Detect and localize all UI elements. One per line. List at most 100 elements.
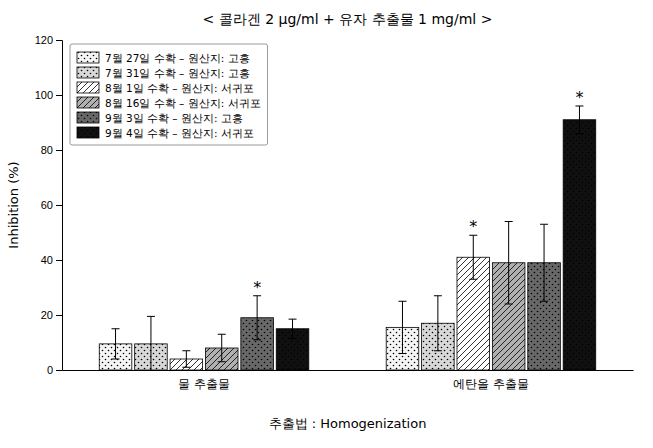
x-tick: 물 추출물 [178,377,229,391]
y-tick-label: 100 [35,89,53,101]
error-bar-stem [150,316,151,370]
legend-label: 7월 27일 수확 – 원산지: 고흥 [105,52,250,64]
legend-swatch [77,112,99,123]
legend-label: 8월 1일 수확 – 원산지: 서귀포 [105,82,254,94]
y-tick-mark [56,40,62,41]
x-tick: 에탄올 추출물 [453,377,528,391]
error-bar-cap [218,361,226,362]
y-tick-label: 60 [41,199,53,211]
series [276,106,595,370]
error-bar [147,316,155,370]
y-tick-mark [56,150,62,151]
plot: 0 20 40 60 80 100 120 물 추출물 에탄올 추출물 * * * 7월 27일 수확 … [35,34,634,391]
error-bar-cap [540,301,548,302]
series [135,296,454,370]
error-bar-cap [147,316,155,317]
legend-item: 7월 31일 수확 – 원산지: 고흥 [77,67,250,79]
bar [563,120,596,370]
error-bar-stem [292,319,293,338]
error-bar-stem [257,296,258,340]
error-bar [469,235,477,279]
y-tick: 40 [41,254,62,266]
error-bar-stem [579,106,580,134]
chart: 0 20 40 60 80 100 120 물 추출물 에탄올 추출물 * * * 7월 27일 수확 … [0,0,653,448]
series [205,222,524,371]
error-bar-cap [182,367,190,368]
y-tick-label: 120 [35,34,53,46]
error-bar-cap [540,224,548,225]
y-tick-label: 20 [41,309,53,321]
y-tick: 80 [41,144,62,156]
error-bar-cap [112,328,120,329]
legend-item: 8월 1일 수확 – 원산지: 서귀포 [77,82,254,94]
y-tick: 100 [35,89,62,101]
y-tick-mark [56,315,62,316]
error-bar-cap [289,338,297,339]
y-tick-label: 80 [41,144,53,156]
y-tick: 20 [41,309,62,321]
error-bar-cap [289,319,297,320]
legend-label: 9월 4일 수확 – 원산지: 서귀포 [105,127,254,139]
x-tick-label: 물 추출물 [178,377,229,391]
error-bar-stem [544,224,545,301]
error-bar [540,224,548,301]
legend-swatch [77,127,99,138]
x-tick-label: 에탄올 추출물 [453,377,528,391]
legend-swatch [77,67,99,78]
series [241,224,560,370]
error-bar-cap [434,295,442,296]
annotation: * [469,217,477,236]
x-axis-title: 추출법 : Homogenization [269,416,427,431]
error-bar [253,296,261,340]
error-bar [182,351,190,368]
annotations: * * * [253,88,583,297]
error-bar-stem [473,235,474,279]
error-bar-stem [402,301,403,353]
y-tick-mark [56,370,62,371]
series [99,301,418,370]
error-bar-cap [505,221,513,222]
error-bar-stem [437,296,438,351]
error-bar-stem [508,222,509,305]
error-bar-cap [218,334,226,335]
error-bar [505,222,513,305]
legend-label: 9월 3일 수확 – 원산지: 고흥 [105,112,243,124]
error-bar-cap [469,279,477,280]
y-tick: 60 [41,199,62,211]
x-axis-line [63,370,634,371]
marks [99,106,595,370]
error-bar-cap [434,350,442,351]
legend: 7월 27일 수확 – 원산지: 고흥 7월 31일 수확 – 원산지: 고흥 8월… [70,44,268,145]
error-bar [575,106,583,134]
error-bar [398,301,406,353]
annotation: * [575,88,583,107]
error-bar [434,296,442,351]
error-bar [218,334,226,362]
y-axis-line [56,41,63,371]
error-bar-stem [115,329,116,359]
y-tick-mark [56,95,62,96]
y-tick-label: 0 [47,364,53,376]
error-bar-stem [186,351,187,368]
legend-label: 8월 16일 수확 – 원산지: 서귀포 [105,97,261,109]
x-axis: 물 추출물 에탄올 추출물 [63,371,634,391]
legend-item: 8월 16일 수확 – 원산지: 서귀포 [77,97,261,109]
y-axis: 0 20 40 60 80 100 120 [35,34,63,376]
y-tick: 120 [35,34,62,46]
legend-swatch [77,82,99,93]
error-bar-cap [182,350,190,351]
legend-box [70,44,268,145]
error-bar-cap [398,353,406,354]
error-bar-stem [221,334,222,362]
annotation: * [253,278,261,297]
error-bar [112,329,120,359]
error-bar-cap [575,133,583,134]
legend-item: 9월 4일 수확 – 원산지: 서귀포 [77,127,254,139]
error-bar-cap [253,339,261,340]
legend-label: 7월 31일 수확 – 원산지: 고흥 [105,67,250,79]
error-bar-cap [505,304,513,305]
error-bar-cap [112,359,120,360]
y-tick: 0 [47,364,62,376]
y-axis-title: Inhibition (%) [6,161,21,248]
series [170,235,489,370]
